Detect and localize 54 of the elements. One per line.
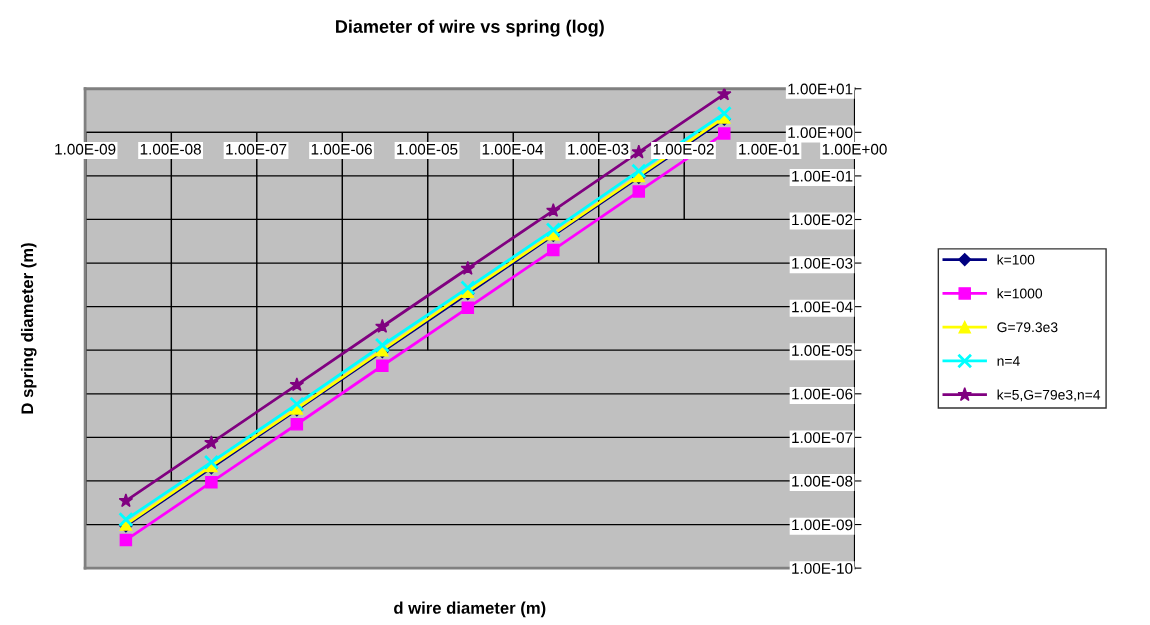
point bbox=[546, 202, 561, 217]
x-tick-label: 1.00E-02 bbox=[653, 143, 714, 155]
x-tick-label: 1.00E-07 bbox=[226, 143, 287, 155]
x-tick-label: 1.00E-06 bbox=[311, 143, 372, 155]
y-tick-label: 1.00E-09 bbox=[792, 519, 853, 531]
point bbox=[118, 493, 134, 508]
x-tick-label: 1.00E-05 bbox=[397, 143, 458, 155]
point bbox=[205, 475, 218, 489]
x-tick-label: 1.00E-01 bbox=[739, 143, 800, 155]
legend-label: G=79.3e3 bbox=[997, 322, 1058, 333]
x-tick-label: 1.00E-03 bbox=[568, 143, 629, 155]
point bbox=[460, 260, 476, 275]
legend-label: k=5,G=79e3,n=4 bbox=[997, 389, 1101, 402]
y-tick-label: 1.00E-01 bbox=[792, 170, 853, 182]
point bbox=[716, 105, 732, 122]
legend-label: k=1000 bbox=[997, 288, 1043, 299]
point bbox=[118, 511, 134, 528]
point bbox=[631, 163, 647, 179]
point bbox=[545, 222, 561, 238]
point bbox=[631, 144, 647, 159]
y-tick-label: 1.00E-03 bbox=[792, 257, 853, 269]
x-tick-label: 1.00E-09 bbox=[55, 143, 116, 155]
point bbox=[290, 418, 304, 431]
point bbox=[119, 533, 133, 547]
point bbox=[718, 127, 731, 140]
y-tick-label: 1.00E-04 bbox=[792, 301, 853, 313]
y-tick-label: 1.00E+00 bbox=[788, 127, 853, 139]
point bbox=[289, 396, 305, 412]
point bbox=[460, 280, 476, 296]
point bbox=[374, 337, 390, 353]
x-tick-label: 1.00E+00 bbox=[822, 143, 887, 155]
y-axis-title: D spring diameter (m) bbox=[20, 243, 37, 414]
y-tick-label: 1.00E+01 bbox=[788, 83, 853, 95]
x-tick-label: 1.00E-04 bbox=[482, 143, 544, 155]
point bbox=[289, 377, 305, 392]
point bbox=[716, 88, 732, 101]
legend-label: n=4 bbox=[997, 356, 1020, 366]
point bbox=[461, 301, 475, 315]
point bbox=[376, 359, 389, 373]
x-axis-title: d wire diameter (m) bbox=[394, 601, 546, 618]
x-tick-label: 1.00E-08 bbox=[140, 143, 201, 155]
y-tick-label: 1.00E-05 bbox=[792, 345, 853, 356]
point bbox=[203, 454, 220, 470]
legend-label: k=100 bbox=[997, 254, 1035, 265]
y-tick-label: 1.00E-10 bbox=[792, 562, 853, 574]
point bbox=[375, 318, 390, 333]
y-tick-label: 1.00E-02 bbox=[792, 214, 853, 226]
point bbox=[547, 243, 560, 257]
point bbox=[204, 435, 219, 450]
chart-title: Diameter of wire vs spring (log) bbox=[336, 19, 604, 37]
y-tick-label: 1.00E-08 bbox=[792, 475, 853, 487]
y-tick-label: 1.00E-07 bbox=[792, 432, 853, 444]
point bbox=[632, 185, 646, 198]
y-tick-label: 1.00E-06 bbox=[792, 388, 853, 400]
